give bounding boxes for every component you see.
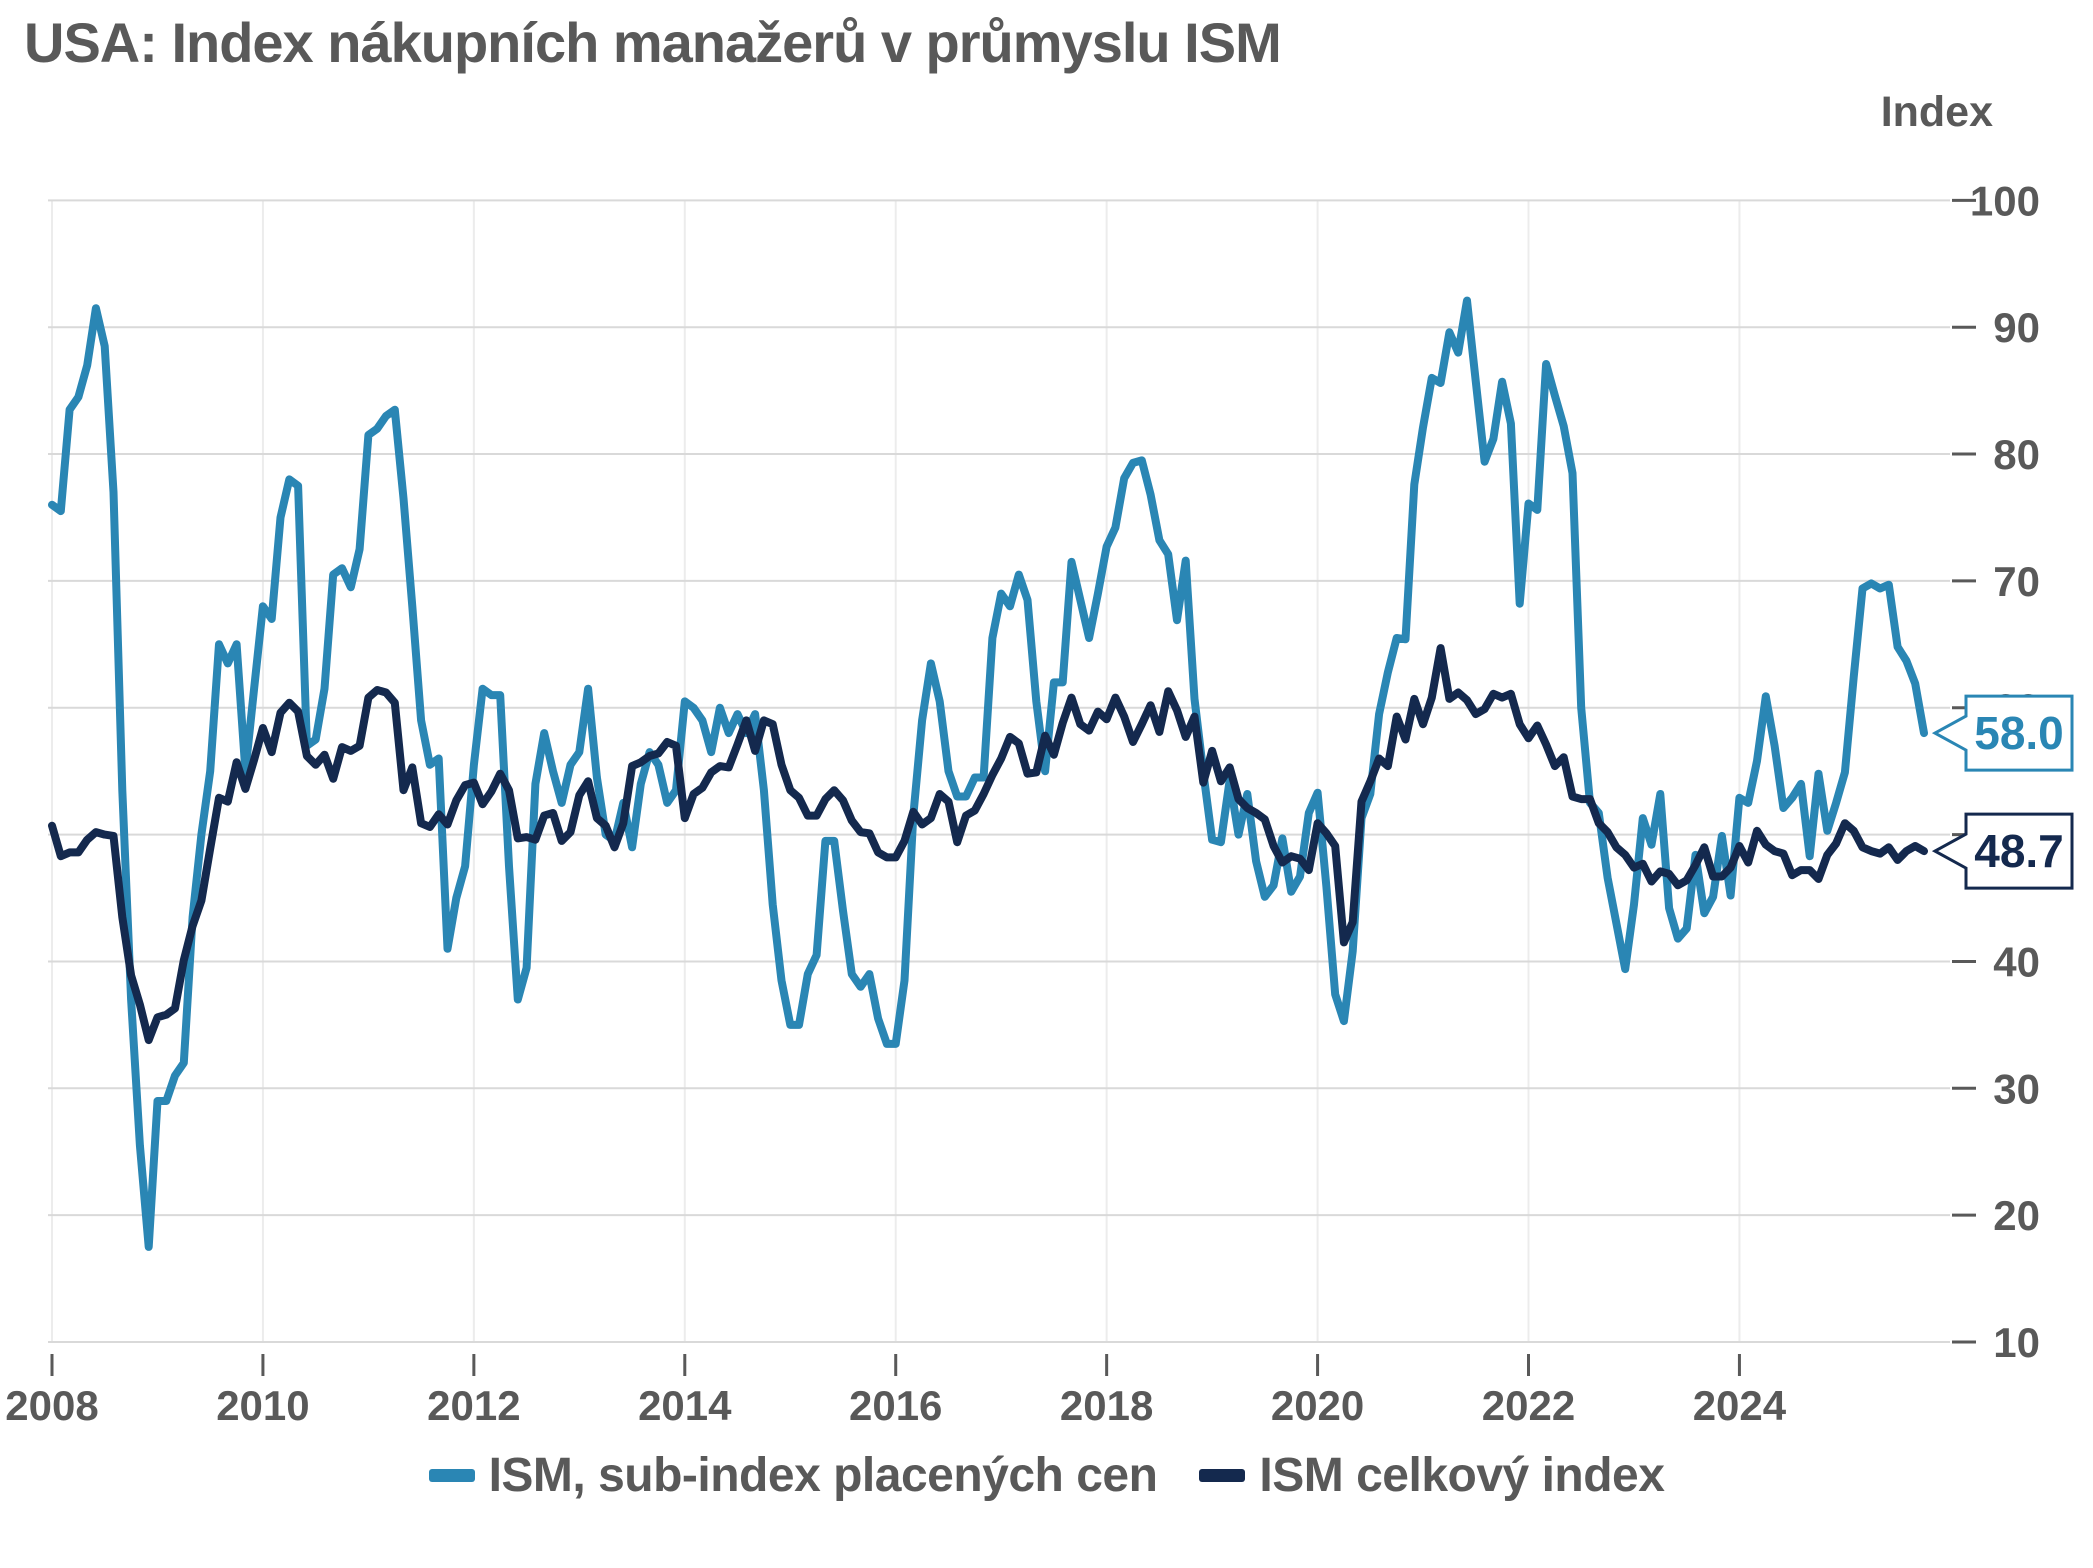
legend: ISM, sub-index placených cen ISM celkový…: [0, 1448, 2093, 1503]
y-axis-label: 100: [1970, 177, 2040, 224]
pmi-series-label: ISM celkový index: [1259, 1449, 1665, 1502]
pmi-callout-bubble: [1931, 812, 2074, 890]
prices-callout-value: 58.0: [1974, 707, 2064, 759]
legend-item-pmi: ISM celkový index: [1199, 1448, 1665, 1503]
y-axis-label: 40: [1993, 938, 2040, 985]
y-axis-label: 20: [1993, 1192, 2040, 1239]
x-axis-label: 2022: [1482, 1382, 1575, 1429]
page-title: USA: Index nákupních manažerů v průmyslu…: [24, 11, 1282, 74]
legend-item-prices: ISM, sub-index placených cen: [428, 1448, 1158, 1503]
prices-callout-bubble: [1931, 694, 2074, 772]
y-axis-label: 70: [1993, 558, 2040, 605]
x-axis-label: 2016: [849, 1382, 942, 1429]
prices-series-swatch: [428, 1469, 475, 1482]
y-axis-unit-label: Index: [1880, 88, 1993, 136]
x-axis-label: 2024: [1693, 1382, 1787, 1429]
x-axis-label: 2008: [5, 1382, 98, 1429]
pmi-callout-value: 48.7: [1974, 825, 2064, 877]
x-axis-label: 2018: [1060, 1382, 1153, 1429]
prices-series-label: ISM, sub-index placených cen: [488, 1449, 1158, 1502]
x-axis-label: 2012: [427, 1382, 520, 1429]
prices-series-line: [48, 296, 1928, 1251]
y-axis-label: 30: [1993, 1065, 2040, 1112]
x-axis-label: 2020: [1271, 1382, 1364, 1429]
x-axis-label: 2014: [638, 1382, 732, 1429]
pmi-series-line: [48, 644, 1928, 1045]
pmi-series-swatch: [1199, 1469, 1246, 1482]
y-axis-label: 10: [1993, 1319, 2040, 1366]
y-axis-label: 90: [1993, 304, 2040, 351]
x-axis-label: 2010: [216, 1382, 309, 1429]
y-axis-label: 80: [1993, 431, 2040, 478]
